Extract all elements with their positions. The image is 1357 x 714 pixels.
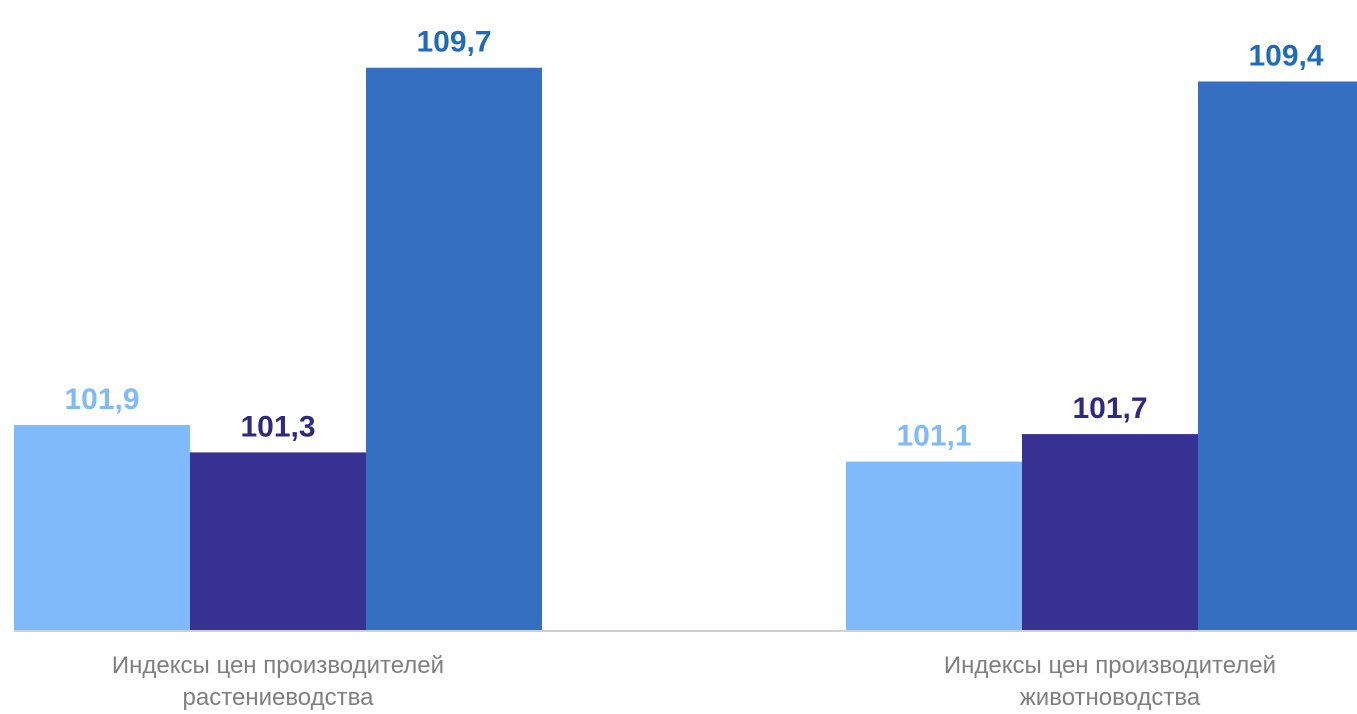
category-label-1-line-1: Индексы цен производителей — [112, 652, 444, 679]
data-label-2-2: 101,7 — [1072, 392, 1147, 425]
category-labels-group: Индексы цен производителей растениеводств… — [112, 652, 1276, 711]
data-label-1-3: 109,7 — [416, 26, 491, 59]
bar-1-3 — [366, 67, 542, 631]
category-label-1-line-2: растениеводства — [183, 684, 375, 711]
bar-1-1 — [14, 424, 190, 631]
data-label-1-2: 101,3 — [240, 410, 315, 443]
value-labels-group: 101,9 101,3 109,7 101,1 101,7 109,4 — [64, 26, 1323, 453]
bar-2-1 — [846, 461, 1022, 631]
bar-2-3 — [1198, 81, 1357, 631]
bar-2-2 — [1022, 434, 1198, 631]
data-label-2-3: 109,4 — [1248, 39, 1323, 72]
data-label-2-1: 101,1 — [896, 420, 971, 453]
data-label-1-1: 101,9 — [64, 383, 139, 416]
category-label-2-line-1: Индексы цен производителей — [944, 652, 1276, 679]
bars-group — [14, 67, 1357, 631]
category-label-2-line-2: животноводства — [1020, 684, 1201, 711]
bar-1-2 — [190, 452, 366, 631]
